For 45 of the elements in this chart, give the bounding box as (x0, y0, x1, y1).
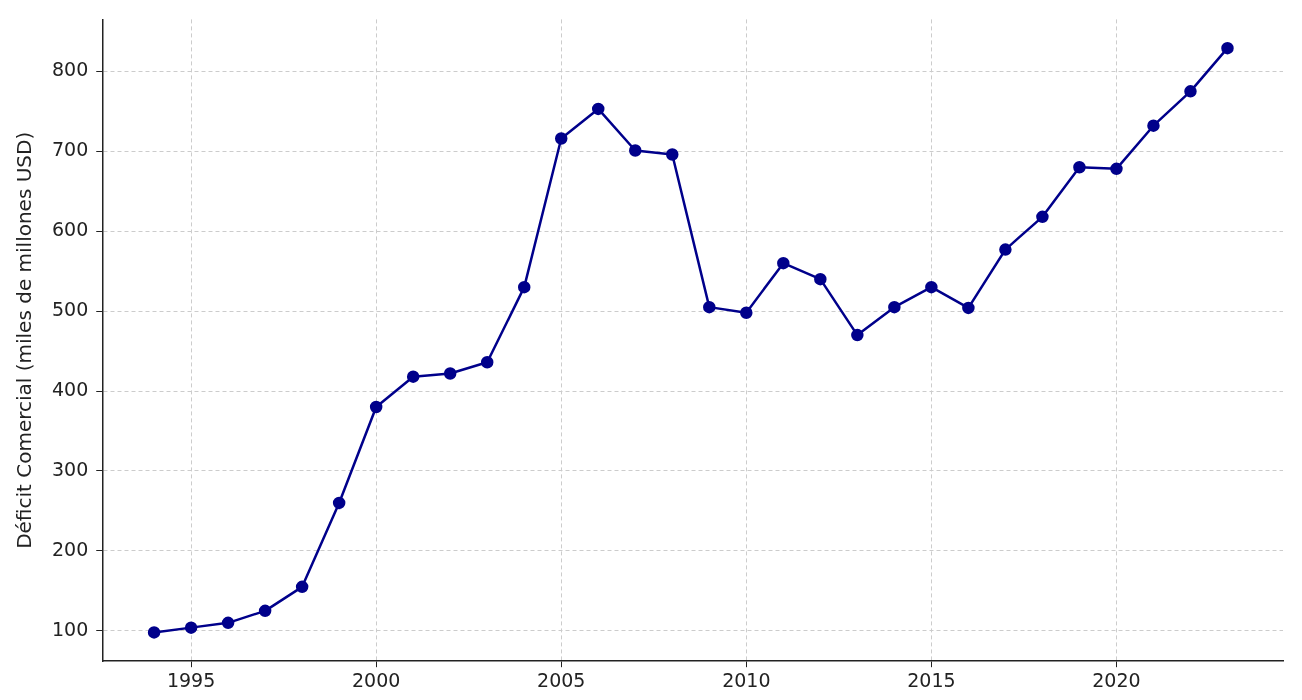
x-tick-label: 2010 (722, 668, 771, 691)
point (1036, 210, 1049, 224)
y-tick-label: 200 (52, 537, 89, 560)
point (999, 243, 1012, 256)
x-tick-label: 2005 (537, 668, 586, 691)
point (629, 144, 642, 157)
x-tick-label: 2020 (1092, 668, 1141, 691)
y-tick-label: 400 (52, 377, 89, 400)
y-axis-title: Déficit Comercial (miles de millones USD) (12, 131, 37, 549)
y-tick-label: 300 (52, 457, 89, 480)
y-tick-label: 500 (52, 298, 89, 321)
point (258, 604, 272, 618)
point (962, 301, 975, 315)
point (777, 256, 790, 270)
point (480, 356, 494, 369)
point (666, 148, 679, 161)
point (1073, 161, 1086, 174)
point (1221, 41, 1234, 55)
point (184, 621, 198, 634)
point (592, 102, 605, 116)
point (703, 300, 716, 314)
y-tick-label: 100 (52, 617, 89, 640)
point (221, 616, 235, 630)
point (1147, 119, 1160, 132)
x-tick-label: 2000 (351, 668, 401, 691)
point (1184, 85, 1197, 98)
x-tick-label: 2015 (907, 668, 956, 691)
x-tick-label: 1995 (166, 668, 216, 691)
point (851, 328, 864, 342)
point (517, 280, 531, 294)
point (888, 300, 901, 314)
point (295, 580, 309, 594)
point (147, 626, 161, 639)
point (332, 496, 346, 510)
point (740, 306, 753, 319)
point (406, 370, 420, 383)
point (443, 367, 457, 380)
point (925, 280, 938, 294)
y-tick-label: 800 (52, 58, 89, 81)
point (814, 272, 827, 286)
y-tick-label: 600 (52, 218, 89, 241)
point (554, 132, 568, 145)
point (369, 400, 383, 414)
point (1110, 162, 1123, 176)
y-tick-label: 700 (52, 138, 89, 161)
